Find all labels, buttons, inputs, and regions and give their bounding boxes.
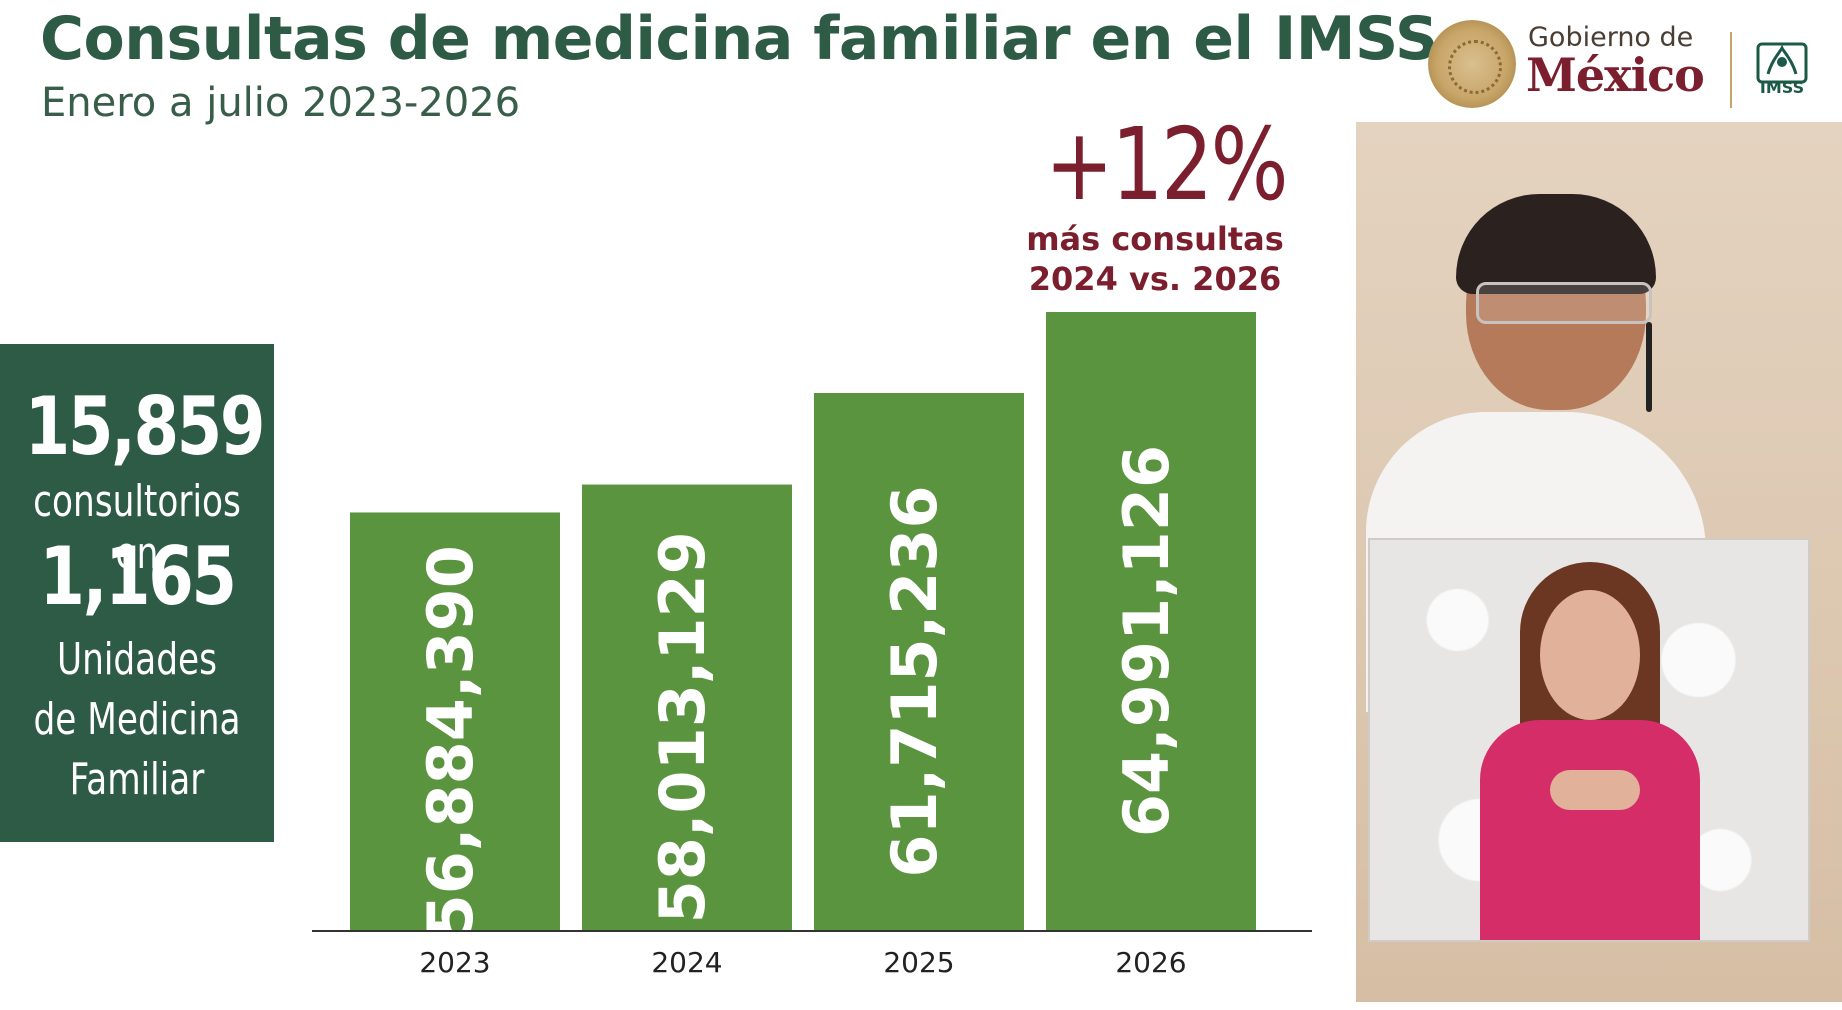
imss-logo-icon: [1756, 42, 1808, 84]
unidades-label-3: Familiar: [69, 754, 205, 805]
growth-label-line1: más consultas: [1026, 220, 1284, 258]
unidades-label-2: de Medicina: [33, 694, 241, 745]
x-tick-label-2023: 2023: [419, 946, 490, 979]
x-tick-label-2025: 2025: [883, 946, 954, 979]
bar-value-label-2025: 61,715,236: [878, 485, 951, 877]
x-tick-label-2024: 2024: [651, 946, 722, 979]
growth-percent: +12%: [1045, 106, 1289, 223]
bar-2023: [350, 512, 560, 930]
logo-divider: [1730, 32, 1732, 108]
bar-2026: [1046, 312, 1256, 930]
bar-value-label-2026: 64,991,126: [1110, 445, 1183, 837]
gobierno-logo-line2: México: [1526, 48, 1705, 102]
bar-value-label-2023: 56,884,390: [414, 545, 487, 937]
imss-logo-text: IMSS: [1759, 78, 1805, 97]
page-title: Consultas de medicina familiar en el IMS…: [40, 4, 1438, 74]
bar-value-label-2024: 58,013,129: [646, 531, 719, 923]
growth-label-line2: 2024 vs. 2026: [1028, 260, 1282, 298]
interpreter-face: [1540, 590, 1640, 720]
presenter-glasses: [1476, 282, 1652, 324]
mexico-seal-icon: [1428, 20, 1516, 108]
page-subtitle: Enero a julio 2023-2026: [41, 80, 521, 126]
sign-language-video: [1368, 538, 1810, 942]
unidades-value: 1,165: [39, 530, 237, 623]
headset-mic-icon: [1646, 322, 1652, 412]
bar-chart: 56,884,390 2023 58,013,129 2024 61,715,236 20…: [312, 312, 1312, 979]
interpreter-hands: [1550, 770, 1640, 810]
stats-panel: 15,859 consultorios en 1,165 Unidades de…: [0, 344, 274, 842]
consultorios-value: 15,859: [24, 380, 266, 473]
presenter-hair: [1456, 194, 1656, 294]
gobierno-logo-line1: Gobierno de: [1528, 22, 1694, 53]
header-logos: Gobierno de México IMSS: [1428, 16, 1842, 108]
interpreter-body: [1480, 720, 1700, 940]
x-tick-label-2026: 2026: [1115, 946, 1186, 979]
unidades-label-1: Unidades: [56, 634, 217, 685]
bar-2024: [582, 484, 792, 930]
bar-2025: [814, 393, 1024, 930]
consultorios-label: consultorios en: [33, 476, 241, 579]
